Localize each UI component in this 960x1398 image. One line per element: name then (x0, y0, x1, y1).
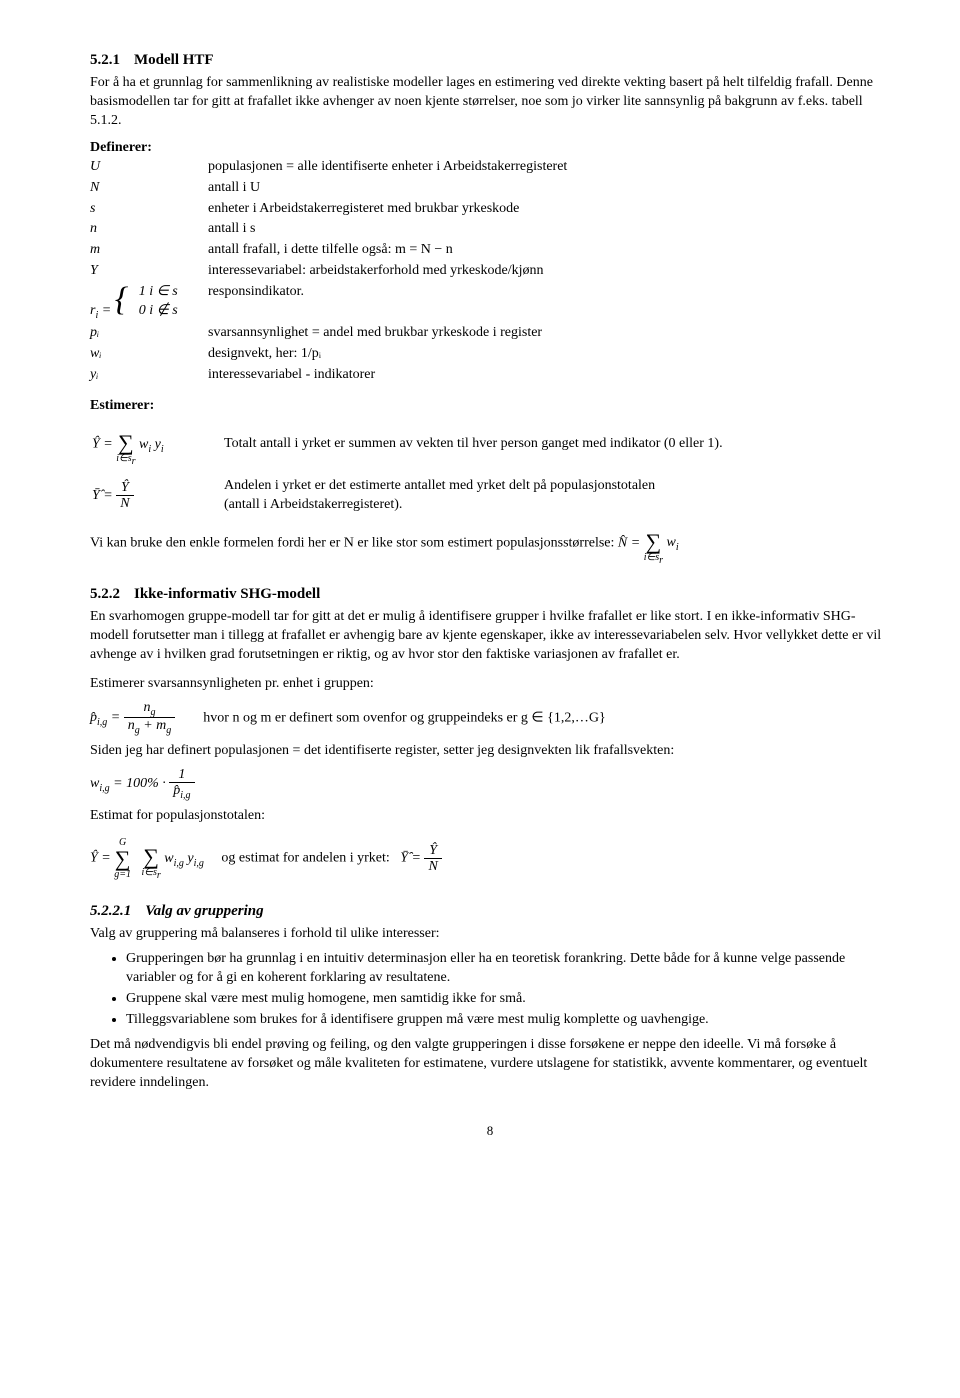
def-desc: antall i U (208, 179, 575, 200)
est-desc-text: Andelen i yrket er det estimerte antalle… (224, 478, 655, 493)
table-row: ri = 1 i ∈ s 0 i ∉ s responsindikator. (90, 283, 575, 324)
paragraph: Valg av gruppering må balanseres i forho… (90, 925, 890, 944)
table-row: nantall i s (90, 220, 575, 241)
def-symbol: N (90, 179, 208, 200)
bullet-list: Grupperingen bør ha grunnlag i en intuit… (90, 950, 890, 1030)
def-symbol: m (90, 241, 208, 262)
table-row: yᵢinteressevariabel - indikatorer (90, 366, 575, 387)
est-desc-text: (antall i Arbeidstakerregisteret). (224, 497, 402, 512)
def-desc: interessevariabel: arbeidstakerforhold m… (208, 262, 575, 283)
section-number: 5.2.2 (90, 586, 120, 602)
table-row: senheter i Arbeidstakerregisteret med br… (90, 200, 575, 221)
est-note: Vi kan bruke den enkle formelen fordi he… (90, 521, 890, 566)
equation: p̂i,g = ngng + mg hvor n og m er definer… (90, 700, 890, 737)
def-symbol: s (90, 200, 208, 221)
def-desc: svarsannsynlighet = andel med brukbar yr… (208, 324, 575, 345)
list-item: Grupperingen bør ha grunnlag i en intuit… (126, 950, 890, 988)
page-number: 8 (90, 1122, 890, 1140)
estimator-table: Ŷ = ∑i∈sr wi yi Totalt antall i yrket er… (90, 416, 735, 521)
def-desc: enheter i Arbeidstakerregisteret med bru… (208, 200, 575, 221)
equation: Ŷ = G∑g=1 ∑i∈sr wi,g yi,g og estimat for… (90, 836, 890, 881)
def-symbol: pᵢ (90, 324, 208, 345)
paragraph: Estimerer svarsannsynligheten pr. enhet … (90, 675, 890, 694)
table-row: wᵢdesignvekt, her: 1/pᵢ (90, 345, 575, 366)
section-heading: 5.2.2 Ikke-informativ SHG-modell (90, 584, 890, 604)
def-symbol: ri = 1 i ∈ s 0 i ∉ s (90, 283, 208, 324)
equation: wi,g = 100% · 1p̂i,g (90, 767, 890, 801)
paragraph: Det må nødvendigvis bli endel prøving og… (90, 1036, 890, 1093)
section-heading: 5.2.1 Modell HTF (90, 50, 890, 70)
table-row: Nantall i U (90, 179, 575, 200)
def-desc: antall frafall, i dette tilfelle også: m… (208, 241, 575, 262)
list-item: Tilleggsvariablene som brukes for å iden… (126, 1011, 890, 1030)
brace-top: 1 i ∈ s (125, 283, 178, 302)
est-desc: Totalt antall i yrket er summen av vekte… (224, 418, 733, 471)
def-symbol: n (90, 220, 208, 241)
section-title: Ikke-informativ SHG-modell (134, 586, 320, 602)
subsection-heading: 5.2.2.1 Valg av gruppering (90, 901, 890, 921)
definition-table: Upopulasjonen = alle identifiserte enhet… (90, 158, 575, 387)
paragraph: En svarhomogen gruppe-modell tar for git… (90, 608, 890, 665)
subsection-number: 5.2.2.1 (90, 903, 131, 919)
note-text: Vi kan bruke den enkle formelen fordi he… (90, 535, 618, 550)
est-title: Estimerer: (90, 397, 890, 416)
est-formula: Ȳ̂ = ŶN (92, 473, 222, 519)
def-symbol: U (90, 158, 208, 179)
def-desc: populasjonen = alle identifiserte enhete… (208, 158, 575, 179)
def-symbol: wᵢ (90, 345, 208, 366)
eq-desc: hvor n og m er definert som ovenfor og g… (203, 710, 605, 725)
subsection-title: Valg av gruppering (145, 903, 263, 919)
section-number: 5.2.1 (90, 52, 120, 68)
list-item: Gruppene skal være mest mulig homogene, … (126, 990, 890, 1009)
table-row: Upopulasjonen = alle identifiserte enhet… (90, 158, 575, 179)
def-desc: designvekt, her: 1/pᵢ (208, 345, 575, 366)
table-row: pᵢsvarsannsynlighet = andel med brukbar … (90, 324, 575, 345)
def-symbol: Y (90, 262, 208, 283)
paragraph: Siden jeg har definert populasjonen = de… (90, 742, 890, 761)
table-row: mantall frafall, i dette tilfelle også: … (90, 241, 575, 262)
table-row: Yinteressevariabel: arbeidstakerforhold … (90, 262, 575, 283)
table-row: Ŷ = ∑i∈sr wi yi Totalt antall i yrket er… (92, 418, 733, 471)
def-desc: interessevariabel - indikatorer (208, 366, 575, 387)
est-formula: Ŷ = ∑i∈sr wi yi (92, 418, 222, 471)
brace-bottom: 0 i ∉ s (125, 302, 178, 321)
def-desc: antall i s (208, 220, 575, 241)
table-row: Ȳ̂ = ŶN Andelen i yrket er det estimerte… (92, 473, 733, 519)
eq-desc: og estimat for andelen i yrket: (221, 851, 389, 866)
def-desc: responsindikator. (208, 283, 575, 324)
est-desc: Andelen i yrket er det estimerte antalle… (224, 473, 733, 519)
paragraph: Estimat for populasjonstotalen: (90, 807, 890, 826)
section-title: Modell HTF (134, 52, 214, 68)
def-symbol: yᵢ (90, 366, 208, 387)
paragraph: For å ha et grunnlag for sammenlikning a… (90, 74, 890, 131)
def-title: Definerer: (90, 139, 890, 158)
